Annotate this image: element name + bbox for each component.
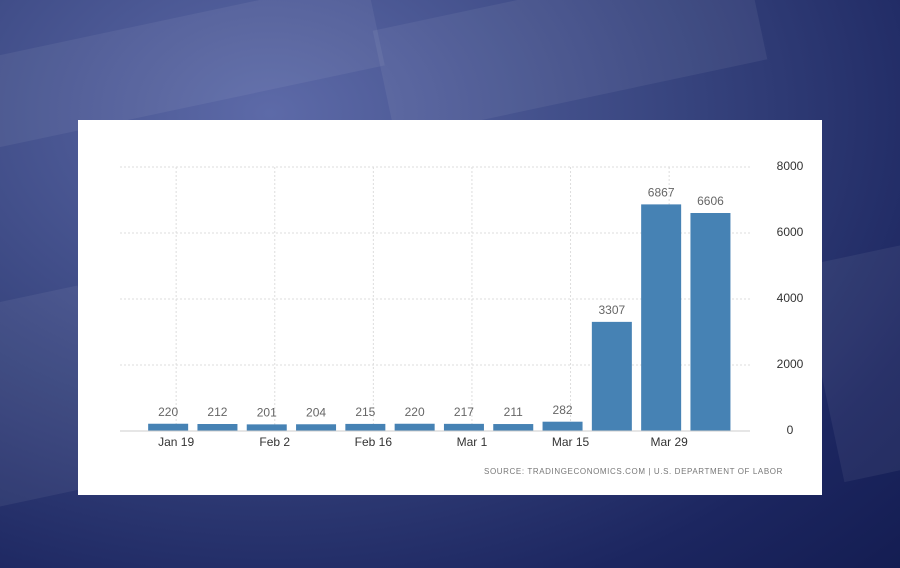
bar xyxy=(345,423,386,431)
bar xyxy=(148,423,189,431)
value-label: 201 xyxy=(257,406,277,420)
x-tick-label: Feb 16 xyxy=(355,435,393,449)
bar xyxy=(493,424,534,431)
value-label: 220 xyxy=(158,405,178,419)
chart-panel: SOURCE: TRADINGECONOMICS.COM | U.S. DEPA… xyxy=(78,120,822,495)
value-label: 3307 xyxy=(598,303,625,317)
value-label: 6867 xyxy=(648,186,675,200)
y-tick-label: 2000 xyxy=(777,357,804,371)
x-tick-label: Mar 15 xyxy=(552,435,590,449)
value-label: 220 xyxy=(405,405,425,419)
y-tick-label: 6000 xyxy=(777,225,804,239)
value-label: 211 xyxy=(504,405,523,419)
value-label: 282 xyxy=(553,403,573,417)
x-tick-label: Feb 2 xyxy=(259,435,290,449)
bar xyxy=(197,424,238,431)
value-label: 215 xyxy=(355,405,375,419)
x-tick-label: Jan 19 xyxy=(158,435,194,449)
bar xyxy=(542,421,583,431)
chart: SOURCE: TRADINGECONOMICS.COM | U.S. DEPA… xyxy=(120,159,804,476)
bar xyxy=(591,321,632,431)
bar xyxy=(443,423,484,431)
background-decor xyxy=(372,0,768,139)
y-tick-label: 4000 xyxy=(777,291,804,305)
bar xyxy=(690,213,731,431)
value-label: 217 xyxy=(454,405,474,419)
bar xyxy=(641,204,682,431)
x-tick-label: Mar 1 xyxy=(457,435,488,449)
bar xyxy=(246,424,287,431)
value-label: 204 xyxy=(306,405,326,419)
bar xyxy=(394,423,435,431)
value-label: 212 xyxy=(207,405,227,419)
y-tick-label: 0 xyxy=(787,423,794,437)
x-tick-label: Mar 29 xyxy=(650,435,688,449)
y-tick-label: 8000 xyxy=(777,159,804,173)
value-label: 6606 xyxy=(697,194,724,208)
source-note: SOURCE: TRADINGECONOMICS.COM | U.S. DEPA… xyxy=(484,467,783,476)
bar xyxy=(296,424,337,431)
